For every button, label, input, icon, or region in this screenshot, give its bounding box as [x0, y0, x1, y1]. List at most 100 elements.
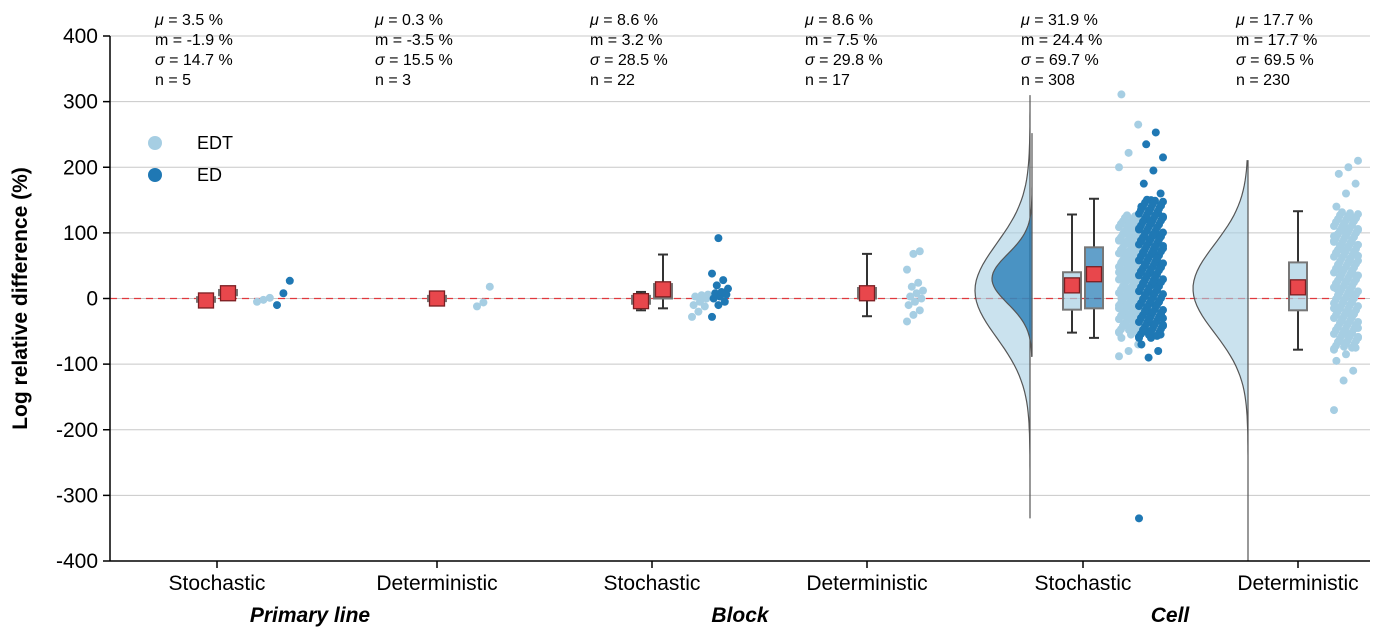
- axis-layer: 400 300 200 100 0 -100 -200 -300 -400 Log relativ…: [9, 25, 1370, 627]
- data-point-EDT: [689, 301, 698, 310]
- point-layer: [253, 90, 1362, 523]
- y-axis-label: Log relative difference (%): [9, 167, 32, 430]
- y-tick-label: -400: [56, 550, 98, 573]
- legend-label: ED: [197, 165, 222, 185]
- data-point-EDT: [259, 295, 268, 304]
- data-point-EDT: [1127, 230, 1135, 239]
- data-point-EDT: [479, 298, 488, 307]
- data-point-EDT: [911, 297, 919, 306]
- data-point-EDT: [696, 297, 704, 306]
- data-point-ED: [1135, 332, 1143, 341]
- data-point-ED: [1157, 309, 1165, 318]
- data-point-EDT: [1334, 229, 1342, 238]
- data-point-ED: [1139, 325, 1147, 334]
- data-point-ED: [1153, 331, 1161, 340]
- data-point-EDT: [1117, 311, 1125, 320]
- x-tick-label: Deterministic: [376, 572, 497, 595]
- data-point-ED: [1159, 228, 1167, 237]
- data-point-EDT: [1332, 202, 1341, 211]
- stat-line: n = 22: [590, 72, 635, 89]
- mean-marker: [428, 290, 446, 307]
- data-point-EDT: [1350, 278, 1358, 287]
- data-point-EDT: [909, 249, 918, 258]
- data-point-EDT: [1123, 302, 1131, 311]
- mean-marker: [1085, 266, 1103, 283]
- data-point-EDT: [1119, 229, 1127, 238]
- data-point-ED: [1154, 347, 1163, 355]
- data-point-EDT: [1125, 260, 1133, 269]
- data-point-EDT: [915, 306, 924, 315]
- data-point-ED: [1135, 302, 1143, 311]
- data-point-ED: [1137, 267, 1145, 276]
- data-point-ED: [1137, 340, 1146, 349]
- data-point-EDT: [1330, 406, 1338, 415]
- data-point-EDT: [1352, 290, 1360, 299]
- stat-line: n = 308: [1021, 72, 1075, 89]
- y-tick-label: 400: [63, 25, 98, 48]
- data-point-ED: [1159, 290, 1167, 299]
- data-point-EDT: [1354, 332, 1362, 341]
- data-point-ED: [1151, 242, 1159, 251]
- data-point-EDT: [1340, 296, 1348, 305]
- data-point-ED: [1137, 314, 1145, 322]
- data-point-EDT: [1342, 189, 1350, 198]
- legend-label: EDT: [197, 133, 233, 153]
- data-point-EDT: [1134, 120, 1143, 129]
- data-point-EDT: [1336, 211, 1344, 220]
- data-point-ED: [1149, 199, 1157, 208]
- data-point-EDT: [1129, 214, 1137, 223]
- data-point-EDT: [912, 289, 921, 298]
- data-point-EDT: [1342, 308, 1350, 317]
- data-point-EDT: [1348, 266, 1356, 275]
- data-point-EDT: [1350, 247, 1358, 256]
- data-point-ED: [1153, 223, 1161, 232]
- violin-EDT: [974, 95, 1031, 519]
- data-point-EDT: [1125, 286, 1133, 295]
- data-point-EDT: [1350, 309, 1358, 318]
- stat-line: m = 3.2 %: [590, 32, 662, 49]
- data-point-ED: [1139, 179, 1148, 188]
- data-point-EDT: [1121, 213, 1129, 222]
- data-point-EDT: [1332, 248, 1340, 257]
- data-point-ED: [712, 281, 721, 290]
- data-point-EDT: [1115, 352, 1123, 361]
- data-point-EDT: [1354, 225, 1362, 234]
- data-point-EDT: [1127, 296, 1135, 305]
- data-point-EDT: [1336, 303, 1344, 312]
- data-point-EDT: [473, 302, 481, 311]
- data-point-ED: [1149, 230, 1157, 239]
- data-point-ED: [1147, 218, 1155, 227]
- data-point-EDT: [1330, 236, 1338, 245]
- data-point-ED: [1142, 140, 1151, 149]
- data-point-ED: [714, 301, 723, 310]
- data-point-EDT: [1352, 320, 1360, 329]
- data-point-ED: [1151, 319, 1159, 328]
- data-point-EDT: [904, 301, 913, 310]
- data-point-EDT: [1115, 235, 1123, 244]
- data-point-EDT: [485, 282, 494, 291]
- data-point-EDT: [694, 307, 703, 316]
- data-point-EDT: [1348, 343, 1356, 352]
- data-point-EDT: [1115, 301, 1123, 310]
- data-point-EDT: [909, 310, 918, 319]
- data-point-EDT: [253, 297, 261, 306]
- data-point-ED: [1159, 259, 1167, 268]
- stat-line: σ = 29.8 %: [805, 52, 883, 69]
- data-point-ED: [724, 284, 732, 293]
- data-point-EDT: [1346, 331, 1354, 340]
- stat-line: σ = 69.7 %: [1021, 52, 1099, 69]
- data-point-EDT: [1342, 338, 1350, 347]
- stat-line: μ = 31.9 %: [1020, 12, 1098, 29]
- mean-marker: [1289, 279, 1307, 296]
- data-point-ED: [1137, 205, 1145, 214]
- x-tick-label: Stochastic: [169, 572, 266, 595]
- data-point-ED: [1155, 297, 1163, 306]
- data-point-EDT: [1332, 325, 1340, 334]
- stat-line: μ = 8.6 %: [589, 12, 658, 29]
- data-point-ED: [714, 234, 723, 243]
- data-point-EDT: [1348, 235, 1356, 244]
- data-point-EDT: [1125, 220, 1133, 229]
- y-tick-label: 200: [63, 156, 98, 179]
- data-point-ED: [1159, 320, 1167, 329]
